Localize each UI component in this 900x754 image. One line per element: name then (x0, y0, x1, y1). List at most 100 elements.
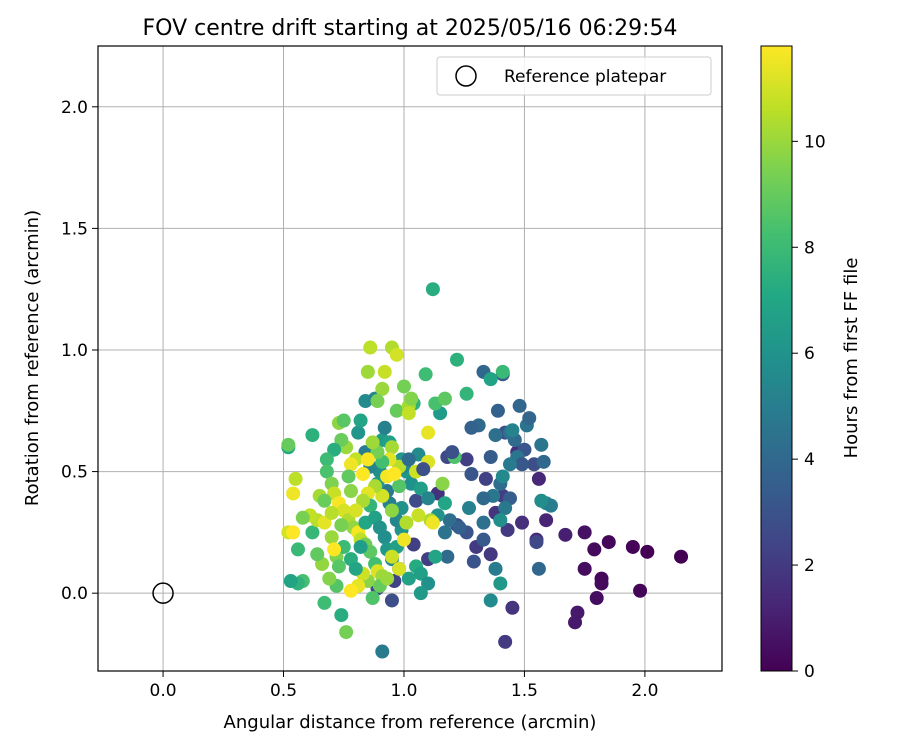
data-point (452, 520, 467, 535)
data-point (356, 467, 371, 482)
data-point (319, 452, 334, 467)
data-point (500, 522, 515, 537)
data-point (396, 532, 411, 547)
data-point (421, 576, 436, 591)
data-point (317, 493, 332, 508)
x-tick-label: 1.0 (390, 681, 417, 701)
data-point (360, 452, 375, 467)
data-point (360, 364, 375, 379)
data-point (377, 420, 392, 435)
data-point (334, 518, 349, 533)
data-point (483, 449, 498, 464)
scatter-points (281, 282, 689, 659)
data-point (483, 593, 498, 608)
data-point (380, 571, 395, 586)
y-tick-label: 0.5 (61, 463, 88, 483)
data-point (425, 282, 440, 297)
data-point (515, 515, 530, 530)
data-point (466, 554, 481, 569)
data-point (601, 535, 616, 550)
data-point (339, 625, 354, 640)
data-point (498, 501, 513, 516)
colorbar-tick-label: 0 (804, 662, 815, 682)
data-point (568, 615, 583, 630)
data-point (343, 583, 358, 598)
data-point (493, 513, 508, 528)
data-point (351, 425, 366, 440)
data-point (498, 634, 513, 649)
data-point (375, 488, 390, 503)
y-axis-ticks: 0.0 0.5 1.0 1.5 2.0 (61, 98, 98, 604)
data-point (389, 347, 404, 362)
data-point (488, 561, 503, 576)
data-point (283, 574, 298, 589)
data-point (413, 481, 428, 496)
data-point (476, 515, 491, 530)
data-point (529, 535, 544, 550)
data-point (413, 586, 428, 601)
data-point (577, 561, 592, 576)
data-point (295, 510, 310, 525)
data-point (534, 493, 549, 508)
data-point (577, 525, 592, 540)
data-point (334, 432, 349, 447)
data-point (539, 513, 554, 528)
data-point (401, 571, 416, 586)
colorbar-tick-label: 6 (804, 344, 815, 364)
data-point (409, 493, 424, 508)
data-point (416, 462, 431, 477)
data-point (377, 530, 392, 545)
data-point (536, 454, 551, 469)
data-point (512, 398, 527, 413)
data-point (392, 479, 407, 494)
data-point (389, 403, 404, 418)
data-point (534, 437, 549, 452)
data-point (399, 515, 414, 530)
data-point (558, 527, 573, 542)
data-point (449, 352, 464, 367)
colorbar-tick-label: 4 (804, 450, 815, 470)
data-point (483, 372, 498, 387)
data-point (384, 503, 399, 518)
data-point (515, 457, 530, 472)
data-point (437, 391, 452, 406)
data-point (459, 452, 474, 467)
data-point (531, 471, 546, 486)
colorbar: 0 2 4 6 8 10 Hours from first FF file (760, 45, 862, 682)
data-point (437, 496, 452, 511)
data-point (286, 486, 301, 501)
data-point (317, 595, 332, 610)
data-point (505, 600, 520, 615)
data-point (421, 425, 436, 440)
legend-reference-marker (455, 65, 477, 87)
data-point (317, 515, 332, 530)
data-point (587, 542, 602, 557)
data-point (370, 394, 385, 409)
data-point (363, 340, 378, 355)
legend-entry-reference-platepar: Reference platepar (504, 67, 666, 87)
data-point (310, 547, 325, 562)
data-point (356, 493, 371, 508)
y-tick-label: 0.0 (61, 584, 88, 604)
data-point (505, 423, 520, 438)
colorbar-label: Hours from first FF file (841, 258, 862, 459)
data-point (428, 549, 443, 564)
y-tick-label: 1.0 (61, 341, 88, 361)
x-tick-label: 0.0 (150, 681, 177, 701)
data-point (288, 471, 303, 486)
reference-marker (152, 582, 174, 604)
plot-frame (97, 45, 723, 672)
data-point (327, 542, 342, 557)
data-point (324, 505, 339, 520)
data-point (324, 530, 339, 545)
data-point (418, 367, 433, 382)
data-point (353, 539, 368, 554)
data-point (375, 381, 390, 396)
data-point (594, 576, 609, 591)
y-tick-label: 2.0 (61, 98, 88, 118)
data-point (425, 515, 440, 530)
data-point (341, 469, 356, 484)
colorbar-ticks: 0 2 4 6 8 10 (792, 132, 826, 682)
grid-lines (98, 46, 722, 671)
